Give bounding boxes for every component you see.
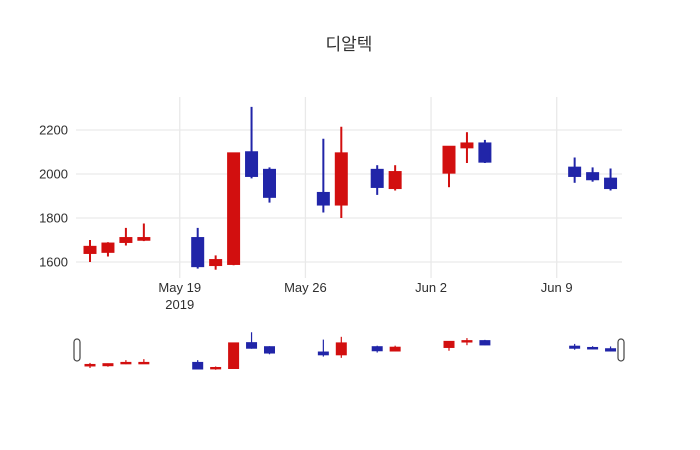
rangeslider-candle-body bbox=[264, 346, 275, 354]
rangeslider-candle-2019-05-15 bbox=[102, 363, 114, 367]
rangeslider-candle-body bbox=[192, 361, 204, 370]
rangeslider-right-handle[interactable] bbox=[617, 338, 625, 362]
candle-2019-05-23[interactable] bbox=[245, 106, 259, 179]
rangeslider-candle-body bbox=[317, 351, 329, 356]
rangeslider-candle-2019-05-20 bbox=[192, 360, 204, 370]
rangeslider-candle-2019-05-28 bbox=[335, 336, 347, 358]
candle-2019-05-22[interactable] bbox=[227, 152, 241, 266]
x-tick-label: Jun 9 bbox=[541, 280, 573, 295]
rangeslider-track[interactable] bbox=[76, 330, 622, 372]
candle-body bbox=[137, 237, 151, 241]
y-tick-label-2200: 2200 bbox=[39, 123, 68, 138]
candle-2019-06-12[interactable] bbox=[604, 168, 618, 191]
rangeslider-candle-2019-05-24 bbox=[264, 346, 275, 355]
rangeslider-candle-2019-06-12 bbox=[605, 346, 617, 352]
candle-body bbox=[442, 145, 456, 174]
rangeslider-candle-2019-06-04 bbox=[461, 338, 473, 346]
candle-body bbox=[568, 166, 582, 177]
rangeslider-candle-body bbox=[479, 340, 491, 346]
candle-2019-05-20[interactable] bbox=[191, 227, 205, 269]
candle-body bbox=[209, 259, 223, 267]
plot-area[interactable] bbox=[76, 97, 622, 278]
candle-body bbox=[478, 142, 492, 163]
candle-2019-05-30[interactable] bbox=[370, 165, 384, 195]
candle-2019-06-03[interactable] bbox=[442, 145, 456, 188]
rangeslider-candle-2019-05-21 bbox=[210, 366, 222, 370]
candle-body bbox=[370, 168, 384, 188]
rangeslider-candle-body bbox=[371, 346, 383, 352]
candle-2019-06-11[interactable] bbox=[586, 167, 600, 182]
candle-2019-05-14[interactable] bbox=[83, 240, 97, 262]
rangeslider-candle-2019-06-10 bbox=[569, 343, 581, 350]
candle-body bbox=[119, 237, 133, 243]
rangeslider-candle-body bbox=[587, 346, 599, 350]
candle-body bbox=[334, 152, 348, 206]
candle-body bbox=[83, 245, 97, 254]
rangeslider-candle-body bbox=[120, 361, 132, 365]
rangeslider-candle-2019-05-27 bbox=[317, 339, 329, 357]
candle-2019-05-16[interactable] bbox=[119, 227, 133, 246]
rangeslider-candle-2019-06-11 bbox=[587, 346, 599, 350]
candle-2019-05-15[interactable] bbox=[101, 242, 115, 257]
candle-2019-05-31[interactable] bbox=[388, 165, 402, 191]
rangeslider-candle-body bbox=[228, 342, 240, 370]
candle-body bbox=[604, 177, 618, 190]
rangeslider-candle-body bbox=[102, 363, 114, 367]
rangeslider-candle-body bbox=[335, 342, 347, 356]
candle-2019-05-17[interactable] bbox=[137, 223, 151, 242]
y-tick-label-1600: 1600 bbox=[39, 255, 68, 270]
x-tick-label: Jun 2 bbox=[415, 280, 447, 295]
rangeslider-left-handle[interactable] bbox=[73, 338, 81, 362]
rangeslider-candle-2019-05-30 bbox=[371, 345, 383, 353]
candle-2019-06-05[interactable] bbox=[478, 139, 492, 163]
candle-2019-05-24[interactable] bbox=[263, 167, 276, 203]
rangeslider-candle-body bbox=[210, 366, 222, 370]
rangeslider-candle-body bbox=[605, 348, 617, 352]
candle-body bbox=[586, 172, 600, 181]
rangeslider-candle-body bbox=[389, 346, 401, 352]
rangeslider-candle-2019-06-05 bbox=[479, 339, 491, 346]
rangeslider-candle-2019-05-23 bbox=[246, 332, 258, 349]
y-tick-label-2000: 2000 bbox=[39, 167, 68, 182]
candle-2019-05-21[interactable] bbox=[209, 255, 223, 270]
rangeslider-candle-2019-05-31 bbox=[389, 345, 401, 352]
rangeslider-candle-body bbox=[138, 361, 150, 365]
rangeslider bbox=[73, 330, 625, 372]
candle-body bbox=[101, 242, 115, 253]
rangeslider-candle-body bbox=[246, 342, 258, 349]
rangeslider-candle-body bbox=[569, 345, 581, 349]
x-tick-label: May 19 bbox=[158, 280, 201, 295]
candle-2019-06-04[interactable] bbox=[460, 132, 474, 163]
rangeslider-candle-2019-05-22 bbox=[228, 342, 240, 370]
rangeslider-candle-2019-05-16 bbox=[120, 360, 132, 365]
candle-2019-05-28[interactable] bbox=[334, 126, 348, 218]
x-tick-label: May 26 bbox=[284, 280, 327, 295]
candle-body bbox=[388, 171, 402, 190]
candle-body bbox=[227, 152, 241, 265]
candle-body bbox=[191, 237, 205, 268]
candle-body bbox=[263, 168, 276, 198]
x-tick-year-label: 2019 bbox=[165, 297, 194, 312]
candle-body bbox=[460, 142, 474, 149]
rangeslider-candle-body bbox=[84, 363, 96, 367]
rangeslider-candle-body bbox=[443, 340, 455, 348]
rangeslider-candle-body bbox=[461, 340, 473, 343]
candle-2019-06-10[interactable] bbox=[568, 157, 582, 183]
candle-body bbox=[245, 151, 259, 177]
rangeslider-candle-2019-05-14 bbox=[84, 362, 96, 368]
rangeslider-candle-2019-06-03 bbox=[443, 340, 455, 351]
y-tick-label-1800: 1800 bbox=[39, 211, 68, 226]
candle-2019-05-27[interactable] bbox=[316, 138, 330, 213]
rangeslider-candle-2019-05-17 bbox=[138, 359, 150, 365]
candle-body bbox=[316, 191, 330, 206]
